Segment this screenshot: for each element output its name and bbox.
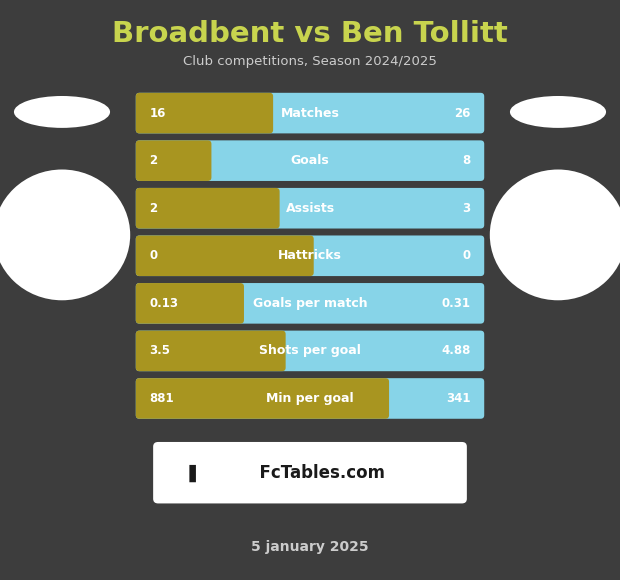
Ellipse shape <box>0 169 130 300</box>
Text: 5 january 2025: 5 january 2025 <box>251 540 369 554</box>
Text: ▐: ▐ <box>183 463 196 482</box>
Text: Matches: Matches <box>281 107 339 119</box>
Text: 26: 26 <box>454 107 471 119</box>
FancyBboxPatch shape <box>136 331 484 371</box>
Text: 341: 341 <box>446 392 471 405</box>
Ellipse shape <box>510 96 606 128</box>
Text: 2: 2 <box>149 154 157 167</box>
Text: Hattricks: Hattricks <box>278 249 342 262</box>
Ellipse shape <box>490 169 620 300</box>
FancyBboxPatch shape <box>136 140 484 181</box>
FancyBboxPatch shape <box>136 283 484 324</box>
FancyBboxPatch shape <box>136 140 211 181</box>
Text: Goals per match: Goals per match <box>253 297 367 310</box>
Text: 0.31: 0.31 <box>441 297 471 310</box>
FancyBboxPatch shape <box>136 283 244 324</box>
Text: 3.5: 3.5 <box>149 345 170 357</box>
Text: Min per goal: Min per goal <box>266 392 354 405</box>
FancyBboxPatch shape <box>136 331 286 371</box>
Text: 2: 2 <box>149 202 157 215</box>
FancyBboxPatch shape <box>136 378 389 419</box>
FancyBboxPatch shape <box>136 188 280 229</box>
Text: FcTables.com: FcTables.com <box>247 463 384 482</box>
FancyBboxPatch shape <box>136 235 314 276</box>
Text: 4.88: 4.88 <box>441 345 471 357</box>
FancyBboxPatch shape <box>136 235 484 276</box>
FancyBboxPatch shape <box>136 93 484 133</box>
Text: 881: 881 <box>149 392 174 405</box>
Text: 8: 8 <box>463 154 471 167</box>
Text: Assists: Assists <box>285 202 335 215</box>
Text: Broadbent vs Ben Tollitt: Broadbent vs Ben Tollitt <box>112 20 508 48</box>
Text: Goals: Goals <box>291 154 329 167</box>
FancyBboxPatch shape <box>153 442 467 503</box>
Text: 0.13: 0.13 <box>149 297 179 310</box>
FancyBboxPatch shape <box>136 378 484 419</box>
Text: Club competitions, Season 2024/2025: Club competitions, Season 2024/2025 <box>183 55 437 68</box>
FancyBboxPatch shape <box>136 93 273 133</box>
Text: 0: 0 <box>149 249 157 262</box>
Text: 3: 3 <box>463 202 471 215</box>
Text: 16: 16 <box>149 107 166 119</box>
Text: Shots per goal: Shots per goal <box>259 345 361 357</box>
FancyBboxPatch shape <box>136 188 484 229</box>
Ellipse shape <box>14 96 110 128</box>
Text: 0: 0 <box>463 249 471 262</box>
